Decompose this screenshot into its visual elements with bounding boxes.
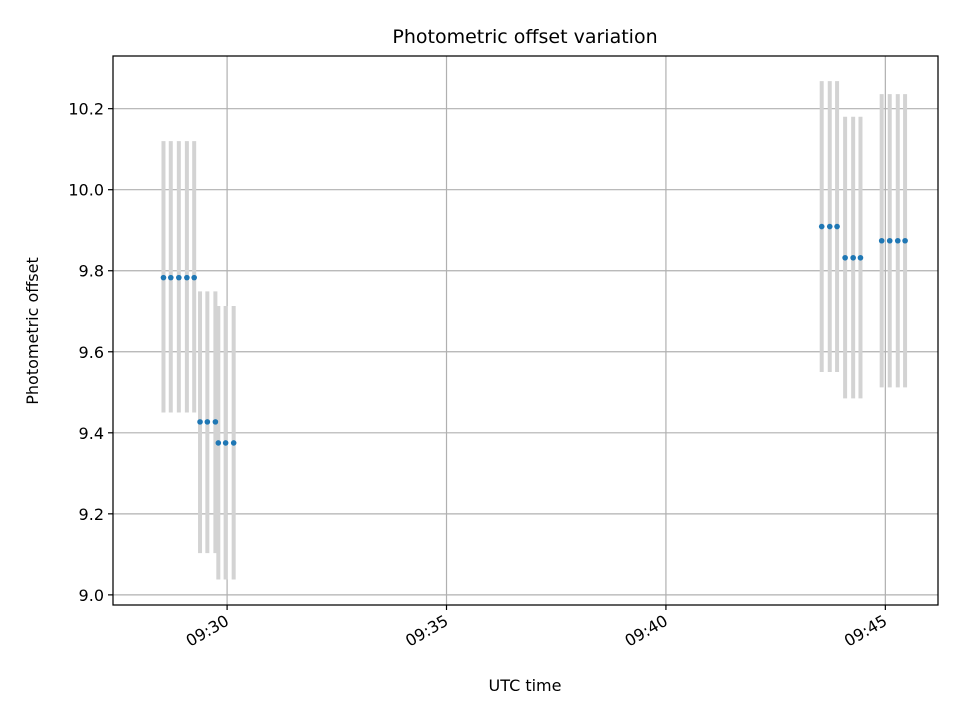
- data-point: [167, 274, 174, 281]
- y-tick-label: 9.2: [79, 505, 104, 524]
- data-point: [834, 223, 840, 230]
- data-point: [184, 274, 190, 281]
- data-point: [230, 440, 237, 446]
- plot-frame: [112, 55, 939, 606]
- data-point: [212, 419, 219, 425]
- grid: [113, 56, 938, 605]
- data-point: [842, 254, 848, 261]
- data-point: [191, 274, 197, 281]
- y-axis-ticks: 9.0 9.2 9.4 9.6 9.8 10.0 10.2: [68, 100, 113, 605]
- y-tick-label: 9.8: [79, 262, 104, 281]
- data-point: [818, 223, 825, 230]
- data-point: [894, 237, 901, 244]
- data-points: [160, 223, 908, 446]
- data-point: [215, 440, 222, 446]
- data-point: [878, 237, 885, 244]
- data-point: [222, 440, 229, 446]
- y-tick-label: 10.2: [68, 100, 104, 119]
- data-point: [902, 237, 908, 244]
- y-tick-label: 9.6: [79, 343, 104, 362]
- chart-title: Photometric offset variation: [392, 26, 657, 48]
- data-point: [850, 254, 856, 261]
- y-tick-label: 10.0: [68, 181, 104, 200]
- y-tick-label: 9.4: [79, 424, 104, 443]
- x-axis-label: UTC time: [489, 676, 562, 695]
- y-axis-label: Photometric offset: [23, 257, 42, 405]
- data-point: [197, 419, 203, 425]
- data-point: [204, 419, 211, 425]
- data-point: [176, 274, 182, 281]
- y-tick-label: 9.0: [79, 586, 104, 605]
- data-point: [886, 237, 893, 244]
- data-point: [857, 254, 864, 261]
- data-point: [826, 223, 833, 230]
- data-point: [160, 274, 167, 281]
